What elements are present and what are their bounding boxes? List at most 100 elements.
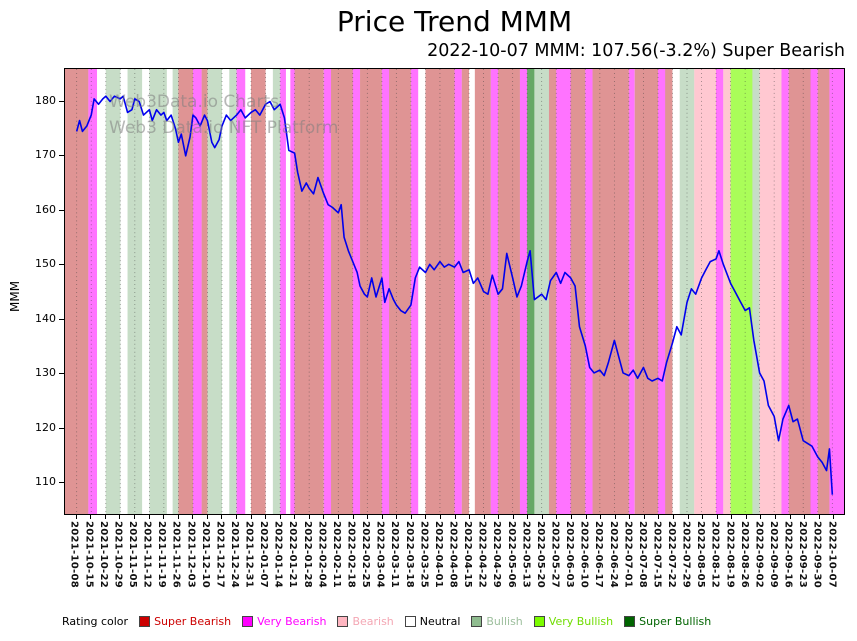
- x-tick-label: 2021-12-10: [199, 521, 211, 588]
- x-tick-label: 2022-06-24: [607, 521, 619, 588]
- x-tick-label: 2022-05-13: [520, 521, 532, 588]
- x-tick-mark: [498, 515, 500, 519]
- rating-band-super-bearish: [570, 69, 586, 514]
- rating-band-bullish: [105, 69, 121, 514]
- x-tick-label: 2021-12-03: [185, 521, 197, 588]
- x-tick-label: 2022-04-15: [462, 521, 474, 588]
- x-tick-label: 2022-04-22: [476, 521, 488, 588]
- x-tick-label: 2022-03-25: [418, 521, 430, 588]
- rating-band-super-bearish: [592, 69, 629, 514]
- x-tick-mark: [279, 515, 281, 519]
- rating-band-bearish: [694, 69, 717, 514]
- rating-band-super-bullish: [527, 69, 535, 514]
- x-tick-mark: [833, 515, 835, 519]
- y-tick-label: 150: [35, 257, 56, 271]
- rating-band-very-bearish: [236, 69, 246, 514]
- rating-band-super-bearish: [65, 69, 89, 514]
- x-tick-label: 2022-09-16: [782, 521, 794, 588]
- legend-swatch-icon: [624, 616, 636, 627]
- x-tick-mark: [308, 515, 310, 519]
- legend-title: Rating color: [62, 615, 129, 628]
- legend-item-bullish: Bullish: [471, 615, 523, 628]
- rating-band-very-bearish: [323, 69, 332, 514]
- x-tick-label: 2022-01-28: [301, 521, 313, 588]
- rating-band-super-bearish: [331, 69, 353, 514]
- rating-band-very-bearish: [490, 69, 499, 514]
- rating-band-bearish: [723, 69, 731, 514]
- x-tick-mark: [75, 515, 77, 519]
- x-tick-mark: [789, 515, 791, 519]
- x-tick-label: 2022-02-25: [360, 521, 372, 588]
- x-tick-mark: [556, 515, 558, 519]
- x-tick-mark: [367, 515, 369, 519]
- rating-band-super-bearish: [251, 69, 266, 514]
- rating-band-very-bearish: [280, 69, 286, 514]
- x-tick-mark: [235, 515, 237, 519]
- rating-band-very-bearish: [781, 69, 789, 514]
- plot-area: Web3Data.io Charts Web3 Data.io NFT Plat…: [64, 68, 845, 515]
- legend-item-label: Very Bullish: [548, 615, 614, 628]
- rating-band-super-bearish: [294, 69, 324, 514]
- x-tick-mark: [585, 515, 587, 519]
- rating-band-super-bearish: [665, 69, 673, 514]
- rating-band-bullish: [207, 69, 222, 514]
- x-tick-mark: [396, 515, 398, 519]
- x-tick-mark: [250, 515, 252, 519]
- x-tick-mark: [323, 515, 325, 519]
- x-tick-mark: [90, 515, 92, 519]
- legend-item-bearish: Bearish: [337, 615, 394, 628]
- x-tick-mark: [206, 515, 208, 519]
- rating-band-very-bearish: [810, 69, 818, 514]
- x-tick-mark: [512, 515, 514, 519]
- rating-band-very-bearish: [829, 69, 844, 514]
- rating-band-very-bearish: [192, 69, 202, 514]
- x-tick-mark: [804, 515, 806, 519]
- x-tick-label: 2021-11-19: [156, 521, 168, 588]
- rating-band-super-bearish: [425, 69, 455, 514]
- rating-band-neutral: [97, 69, 106, 514]
- rating-band-super-bearish: [389, 69, 411, 514]
- x-tick-mark: [658, 515, 660, 519]
- x-tick-label: 2022-05-06: [505, 521, 517, 588]
- rating-band-neutral: [222, 69, 229, 514]
- x-tick-mark: [629, 515, 631, 519]
- y-tick-label: 140: [35, 311, 56, 325]
- rating-band-very-bearish: [556, 69, 571, 514]
- rating-band-super-bearish: [360, 69, 382, 514]
- x-tick-mark: [425, 515, 427, 519]
- y-tick-mark: [59, 318, 64, 320]
- rating-band-super-bearish: [178, 69, 193, 514]
- rating-band-very-bearish: [585, 69, 593, 514]
- x-tick-mark: [454, 515, 456, 519]
- legend-item-label: Neutral: [419, 615, 461, 628]
- rating-band-very-bearish: [657, 69, 666, 514]
- x-tick-mark: [439, 515, 441, 519]
- x-tick-label: 2022-02-11: [330, 521, 342, 588]
- rating-band-neutral: [418, 69, 425, 514]
- x-tick-label: 2021-11-26: [170, 521, 182, 588]
- x-tick-mark: [614, 515, 616, 519]
- rating-band-neutral: [167, 69, 173, 514]
- x-tick-mark: [265, 515, 267, 519]
- rating-band-super-bearish: [498, 69, 520, 514]
- x-tick-mark: [104, 515, 106, 519]
- x-tick-mark: [600, 515, 602, 519]
- rating-band-very-bearish: [519, 69, 528, 514]
- x-tick-mark: [483, 515, 485, 519]
- x-tick-mark: [760, 515, 762, 519]
- chart-title: Price Trend MMM: [336, 5, 573, 38]
- y-tick-label: 120: [35, 420, 56, 434]
- legend-item-label: Bearish: [352, 615, 394, 628]
- x-tick-mark: [745, 515, 747, 519]
- rating-band-super-bearish: [201, 69, 208, 514]
- x-tick-label: 2022-10-07: [826, 521, 838, 588]
- x-tick-mark: [775, 515, 776, 519]
- x-tick-label: 2022-06-17: [593, 521, 605, 588]
- x-tick-label: 2021-12-31: [243, 521, 255, 588]
- x-tick-label: 2021-10-15: [83, 521, 95, 588]
- x-tick-label: 2022-03-04: [374, 521, 386, 588]
- x-tick-mark: [221, 515, 223, 519]
- x-tick-mark: [352, 515, 354, 519]
- x-tick-mark: [381, 515, 383, 519]
- legend-swatch-icon: [139, 616, 151, 627]
